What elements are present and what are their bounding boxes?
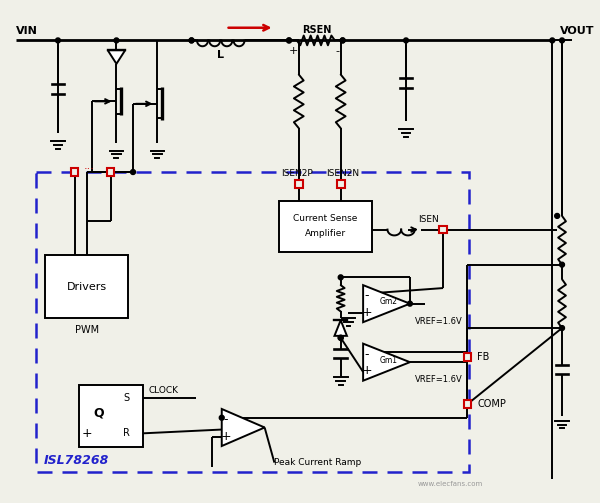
Circle shape: [114, 38, 119, 43]
Text: -: -: [336, 46, 340, 56]
Circle shape: [560, 325, 565, 330]
Text: VIN: VIN: [16, 26, 38, 36]
Text: Gm1: Gm1: [379, 356, 397, 365]
Polygon shape: [107, 50, 125, 64]
Circle shape: [404, 38, 409, 43]
Text: Current Sense: Current Sense: [293, 214, 358, 223]
Polygon shape: [363, 344, 410, 381]
Bar: [439, 226, 447, 233]
Circle shape: [189, 38, 194, 43]
Text: -: -: [365, 348, 369, 361]
Polygon shape: [222, 409, 265, 446]
Text: +: +: [82, 427, 92, 440]
Circle shape: [407, 301, 412, 306]
Text: L: L: [217, 50, 224, 60]
Text: Q: Q: [93, 406, 104, 419]
Text: Drivers: Drivers: [67, 282, 107, 292]
Circle shape: [131, 170, 136, 175]
Text: ···: ···: [84, 164, 95, 174]
Polygon shape: [334, 320, 347, 336]
Circle shape: [340, 38, 345, 43]
Text: R: R: [124, 429, 130, 438]
Text: CLOCK: CLOCK: [149, 386, 179, 395]
Circle shape: [338, 336, 343, 340]
Text: +: +: [289, 46, 299, 56]
Text: +: +: [362, 306, 373, 319]
Text: -: -: [365, 289, 369, 302]
Polygon shape: [363, 285, 410, 322]
Text: www.elecfans.com: www.elecfans.com: [417, 481, 482, 487]
Text: Amplifier: Amplifier: [305, 229, 346, 238]
Circle shape: [555, 213, 560, 218]
Bar: [35, 172, 469, 472]
Text: +: +: [220, 430, 231, 443]
Circle shape: [560, 38, 565, 43]
Text: FB: FB: [477, 352, 490, 362]
Bar: [71, 168, 79, 176]
Circle shape: [440, 227, 446, 232]
Text: VREF=1.6V: VREF=1.6V: [415, 375, 463, 384]
Text: RSEN: RSEN: [302, 25, 331, 35]
Circle shape: [465, 355, 470, 360]
Circle shape: [338, 336, 343, 340]
Circle shape: [56, 38, 61, 43]
Text: VOUT: VOUT: [560, 26, 595, 36]
Circle shape: [287, 38, 292, 43]
Text: VREF=1.6V: VREF=1.6V: [415, 317, 463, 326]
Bar: [107, 168, 115, 176]
Bar: [279, 201, 372, 252]
Text: Peak Current Ramp: Peak Current Ramp: [274, 458, 362, 467]
Text: S: S: [124, 393, 130, 403]
Circle shape: [338, 275, 343, 280]
Bar: [45, 255, 128, 318]
Text: +: +: [362, 365, 373, 377]
Circle shape: [550, 38, 555, 43]
Circle shape: [220, 415, 224, 420]
Text: ISEN2P: ISEN2P: [281, 170, 313, 179]
Text: COMP: COMP: [477, 399, 506, 409]
Text: Gm2: Gm2: [379, 297, 397, 306]
Text: ISEN: ISEN: [418, 215, 439, 224]
Bar: [337, 180, 344, 188]
Text: -: -: [223, 413, 228, 426]
Circle shape: [189, 38, 194, 43]
Text: PWM: PWM: [74, 325, 99, 335]
Bar: [295, 180, 302, 188]
Bar: [79, 385, 143, 447]
Circle shape: [287, 38, 292, 43]
Text: ISEN2N: ISEN2N: [326, 170, 359, 179]
Circle shape: [340, 38, 345, 43]
Circle shape: [560, 262, 565, 267]
Bar: [464, 354, 472, 361]
Bar: [464, 400, 472, 408]
Text: ISL78268: ISL78268: [43, 454, 109, 467]
Circle shape: [465, 402, 470, 406]
